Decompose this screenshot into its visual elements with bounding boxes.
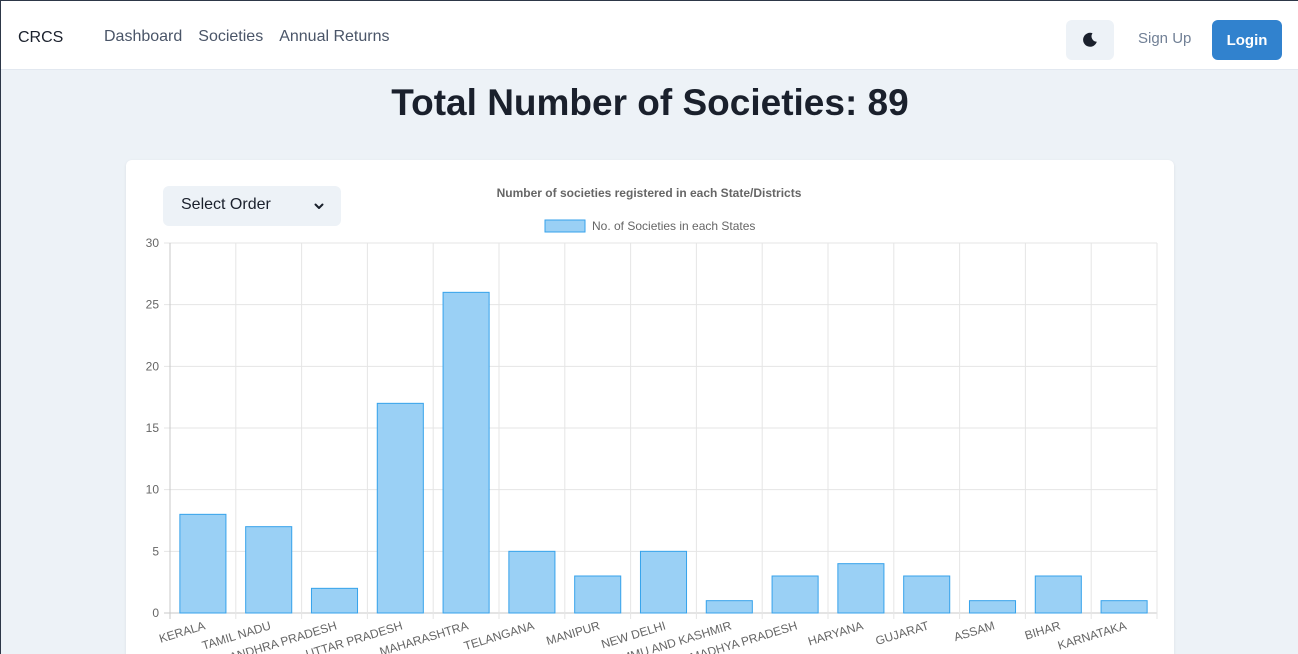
bar-new-delhi — [639, 550, 688, 614]
bar-maharashtra — [442, 291, 490, 614]
x-tick-label: TELANGANA — [462, 618, 536, 653]
legend-label: No. of Societies in each States — [592, 219, 755, 233]
signup-link[interactable]: Sign Up — [1138, 30, 1192, 47]
x-tick-label: KERALA — [157, 618, 206, 645]
y-tick-label: 0 — [152, 606, 159, 620]
bar-manipur — [574, 575, 622, 614]
bar-gujarat — [903, 575, 951, 614]
bar-kerala — [179, 513, 227, 614]
moon-icon — [1083, 32, 1097, 47]
nav-links: Dashboard Societies Annual Returns — [104, 28, 390, 46]
order-select-label: Select Order — [181, 196, 271, 213]
bar-assam — [968, 600, 1017, 614]
bar-haryana — [837, 563, 885, 614]
page-title: Total Number of Societies: 89 — [391, 82, 909, 123]
legend-swatch — [544, 219, 586, 233]
theme-toggle-button[interactable] — [1066, 20, 1114, 60]
x-tick-label: GUJARAT — [874, 618, 931, 648]
y-tick-label: 25 — [146, 298, 160, 312]
bar-uttar-pradesh — [376, 402, 424, 614]
bar-jammu-and-kashmir — [705, 600, 753, 614]
bar-karnataka — [1100, 600, 1148, 614]
top-navbar: CRCS Dashboard Societies Annual Returns … — [1, 0, 1298, 70]
x-tick-label: ASSAM — [952, 618, 996, 644]
bar-telangana — [508, 550, 556, 614]
x-tick-label: MANIPUR — [545, 618, 602, 648]
y-tick-label: 20 — [146, 359, 160, 373]
bar-madhya-pradesh — [771, 575, 819, 614]
nav-link-annual-returns[interactable]: Annual Returns — [279, 28, 390, 45]
x-tick-label: HARYANA — [806, 618, 865, 648]
y-tick-label: 30 — [146, 236, 160, 250]
nav-link-societies[interactable]: Societies — [198, 28, 264, 45]
bar-tamil-nadu — [245, 526, 293, 614]
brand-logo[interactable]: CRCS — [18, 29, 64, 46]
y-tick-label: 15 — [146, 421, 160, 435]
order-select-dropdown[interactable]: Select Order — [163, 186, 341, 226]
nav-link-dashboard[interactable]: Dashboard — [104, 28, 183, 45]
chart-title: Number of societies registered in each S… — [497, 186, 802, 200]
y-tick-label: 5 — [152, 544, 159, 558]
bar-bihar — [1034, 575, 1082, 614]
chevron-down-icon — [314, 203, 324, 209]
x-tick-label: KARNATAKA — [1056, 618, 1128, 652]
bar-andhra-pradesh — [310, 587, 359, 614]
login-button[interactable]: Login — [1212, 20, 1282, 60]
y-tick-label: 10 — [146, 483, 160, 497]
